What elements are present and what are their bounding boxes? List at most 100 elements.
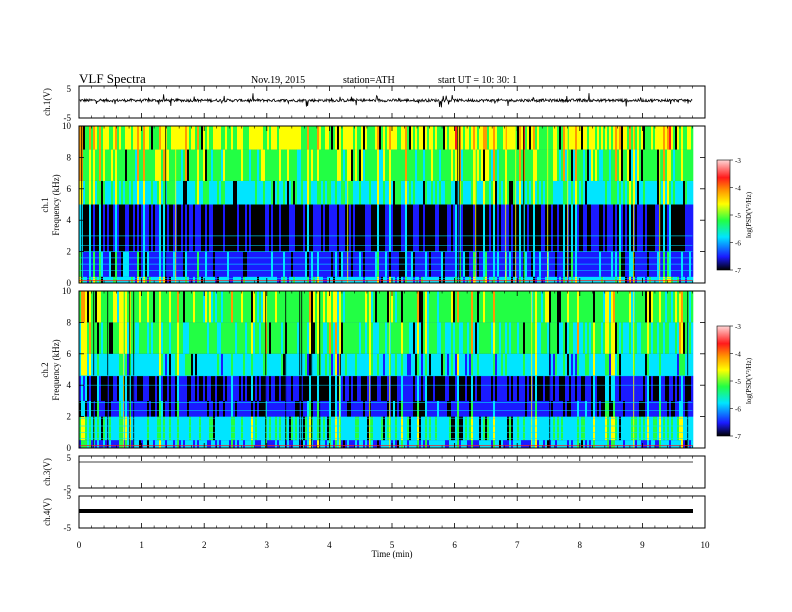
spectrogram-cell xyxy=(457,400,460,417)
spectrogram-cell xyxy=(103,440,106,448)
spectrogram-cell xyxy=(563,416,566,441)
spectrogram-cell xyxy=(167,375,170,401)
spectrogram-cell xyxy=(537,375,540,401)
spectrogram-cell xyxy=(221,440,224,448)
spectrogram-cell xyxy=(85,400,88,417)
colorbar-tick-label: -4 xyxy=(735,185,741,193)
spectrogram-cell xyxy=(551,416,554,441)
spectrogram-cell xyxy=(351,416,354,441)
spectrogram-cell xyxy=(521,375,524,401)
spectrogram-cell xyxy=(131,276,134,283)
spectrogram-cell xyxy=(117,180,120,205)
spectrogram-cell xyxy=(135,322,138,354)
spectrogram-cell xyxy=(445,322,448,354)
spectrogram-cell xyxy=(111,291,114,323)
spectrogram-cell xyxy=(125,400,128,417)
spectrogram-cell xyxy=(571,353,574,376)
spectrogram-cell xyxy=(109,126,112,150)
spectrogram-cell xyxy=(85,375,88,401)
spectrogram-cell xyxy=(323,291,326,323)
spectrogram-cell xyxy=(499,126,502,150)
spectrogram-cell xyxy=(87,400,90,417)
spectrogram-cell xyxy=(163,440,166,448)
spectrogram-cell xyxy=(181,353,184,376)
spectrogram-cell xyxy=(171,149,174,181)
spectrogram-cell xyxy=(323,204,326,252)
spectrogram-cell xyxy=(189,276,192,283)
spectrogram-cell xyxy=(321,353,324,376)
spectrogram-cell xyxy=(115,180,118,205)
spectrogram-cell xyxy=(141,416,144,441)
spectrogram-cell xyxy=(315,440,318,448)
spectrogram-cell xyxy=(283,149,286,181)
spectrogram-cell xyxy=(275,180,278,205)
spectrogram-cell xyxy=(353,149,356,181)
spectrogram-cell xyxy=(143,149,146,181)
spectrogram-cell xyxy=(409,126,412,150)
spectrogram-cell xyxy=(585,149,588,181)
spectrogram-cell xyxy=(189,149,192,181)
spectrogram-cell xyxy=(117,149,120,181)
spectrogram-cell xyxy=(95,322,98,354)
spectrogram-cell xyxy=(405,276,408,283)
spectrogram-cell xyxy=(251,416,254,441)
spectrogram-cell xyxy=(189,440,192,448)
spectrogram-cell xyxy=(285,126,288,150)
spectrogram-cell xyxy=(681,180,684,205)
spectrogram-cell xyxy=(167,149,170,181)
spectrogram-cell xyxy=(635,400,638,417)
spectrogram-cell xyxy=(157,291,160,323)
spectrogram-cell xyxy=(637,353,640,376)
spectrogram-cell xyxy=(487,416,490,441)
spectrogram-cell xyxy=(303,291,306,323)
spectrogram-cell xyxy=(129,126,132,150)
spectrogram-cell xyxy=(573,180,576,205)
spectrogram-cell xyxy=(169,322,172,354)
spectrogram-cell xyxy=(321,180,324,205)
spectrogram-cell xyxy=(407,375,410,401)
spectrogram-cell xyxy=(573,276,576,283)
spectrogram-cell xyxy=(525,440,528,448)
spectrogram-cell xyxy=(359,126,362,150)
spectrogram-cell xyxy=(405,375,408,401)
colorbar-tick-label: -3 xyxy=(735,157,741,165)
spectrogram-cell xyxy=(121,149,124,181)
spectrogram-spike xyxy=(175,126,177,283)
spectrogram-cell xyxy=(151,353,154,376)
spectrogram-cell xyxy=(287,204,290,252)
spectrogram-cell xyxy=(347,353,350,376)
spectrogram-cell xyxy=(473,126,476,150)
spectrogram-cell xyxy=(501,416,504,441)
spectrogram-cell xyxy=(99,400,102,417)
spectrogram-cell xyxy=(399,322,402,354)
spectrogram-cell xyxy=(271,126,274,150)
spectrogram-cell xyxy=(225,353,228,376)
spectrogram-cell xyxy=(235,291,238,323)
spectrogram-cell xyxy=(449,126,452,150)
spectrogram-cell xyxy=(465,204,468,252)
spectrogram-cell xyxy=(131,149,134,181)
spectrogram-cell xyxy=(169,291,172,323)
spectrogram-cell xyxy=(299,126,302,150)
spectrogram-cell xyxy=(199,276,202,283)
spectrogram-cell xyxy=(325,149,328,181)
spectrogram-cell xyxy=(153,126,156,150)
spectrogram-cell xyxy=(641,126,644,150)
spectrogram-cell xyxy=(403,400,406,417)
spectrogram-cell xyxy=(613,322,616,354)
spectrogram-cell xyxy=(471,276,474,283)
spectrogram-cell xyxy=(617,353,620,376)
spectrogram-cell xyxy=(137,322,140,354)
spectrogram-cell xyxy=(433,126,436,150)
spectrogram-cell xyxy=(383,126,386,150)
spectrogram-cell xyxy=(625,276,628,283)
colorbar-tick-label: -4 xyxy=(735,351,741,359)
spectrogram-cell xyxy=(213,416,216,441)
spectrogram-cell xyxy=(337,276,340,283)
spectrogram-cell xyxy=(455,149,458,181)
spectrogram-cell xyxy=(357,416,360,441)
spectrogram-cell xyxy=(477,204,480,252)
spectrogram-cell xyxy=(117,204,120,252)
spectrogram-cell xyxy=(349,291,352,323)
spectrogram-cell xyxy=(631,416,634,441)
